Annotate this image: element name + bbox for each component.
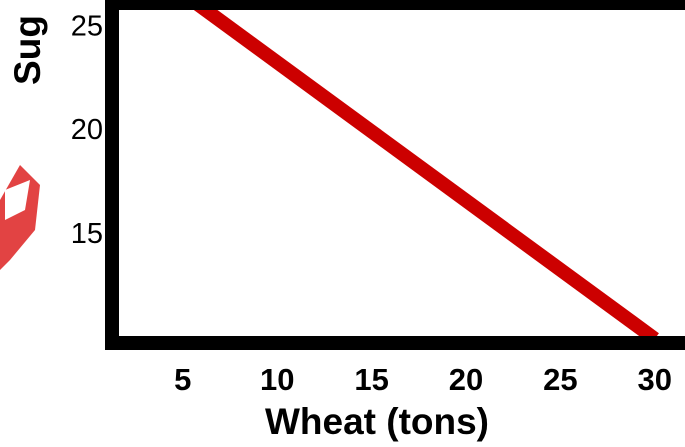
line-series (186, 5, 659, 343)
flag-decoration (0, 165, 40, 270)
x-tick-label: 20 (449, 362, 483, 397)
y-tick-label: 25 (71, 10, 103, 42)
x-tick-label: 25 (543, 362, 577, 397)
y-axis-label: Sug (7, 15, 48, 85)
x-tick-label: 30 (638, 362, 672, 397)
x-tick-label: 15 (354, 362, 388, 397)
x-axis-label: Wheat (tons) (265, 401, 489, 442)
x-tick-label: 5 (174, 362, 191, 397)
y-tick-label: 15 (71, 218, 103, 250)
x-tick-label: 10 (260, 362, 294, 397)
y-tick-label: 20 (71, 114, 103, 146)
